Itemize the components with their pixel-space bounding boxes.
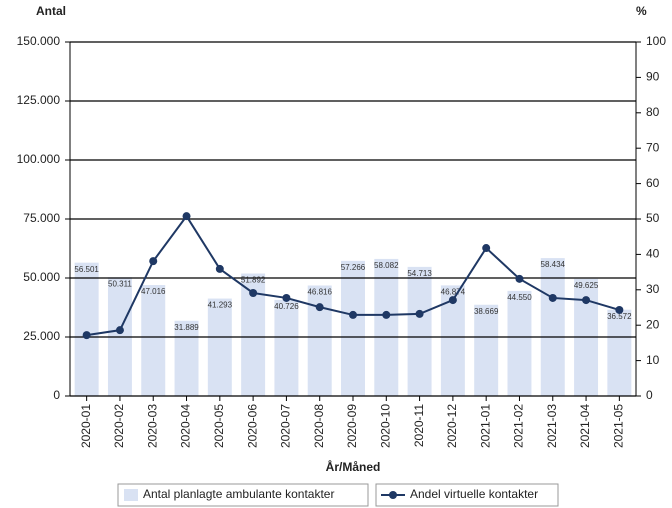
value-label: 46.874 bbox=[441, 287, 466, 296]
y-tick-label: 100.000 bbox=[17, 152, 61, 166]
point bbox=[415, 309, 424, 318]
x-tick-label: 2020-11 bbox=[412, 404, 426, 447]
x-tick-label: 2021-05 bbox=[612, 404, 626, 448]
value-label: 58.082 bbox=[374, 261, 399, 270]
x-tick-label: 2021-04 bbox=[578, 404, 592, 448]
value-label: 31.889 bbox=[174, 323, 199, 332]
x-axis-title: År/Måned bbox=[326, 459, 381, 474]
point bbox=[215, 264, 224, 273]
point bbox=[282, 293, 291, 302]
bar bbox=[607, 309, 632, 396]
x-tick-label: 2021-01 bbox=[478, 404, 492, 448]
y2-tick-label: 0 bbox=[646, 388, 653, 402]
y-axis-title: Antal bbox=[36, 4, 66, 18]
bar bbox=[174, 320, 199, 396]
value-label: 50.311 bbox=[108, 279, 132, 288]
value-label: 40.726 bbox=[274, 302, 299, 311]
value-label: 38.669 bbox=[474, 307, 499, 316]
value-label: 58.434 bbox=[541, 260, 566, 269]
value-label: 44.550 bbox=[507, 293, 532, 302]
point bbox=[482, 244, 491, 253]
y-tick-label: 0 bbox=[53, 388, 60, 402]
legend-swatch bbox=[389, 491, 397, 499]
bar bbox=[407, 266, 432, 396]
point bbox=[615, 305, 624, 314]
value-label: 47.016 bbox=[141, 287, 166, 296]
value-label: 41.293 bbox=[208, 301, 233, 310]
bar bbox=[274, 299, 299, 396]
bar bbox=[374, 258, 399, 396]
y2-tick-label: 20 bbox=[646, 317, 660, 331]
legend-box bbox=[375, 483, 559, 507]
x-tick-label: 2021-03 bbox=[545, 404, 559, 448]
point bbox=[515, 274, 524, 283]
point bbox=[115, 326, 124, 335]
bar bbox=[74, 262, 99, 396]
y-tick-label: 125.000 bbox=[17, 93, 61, 107]
y-tick-label: 50.000 bbox=[23, 270, 60, 284]
y2-tick-label: 50 bbox=[646, 211, 660, 225]
point bbox=[448, 296, 457, 305]
legend-label: Antal planlagte ambulante kontakter bbox=[143, 487, 334, 501]
value-label: 54.713 bbox=[407, 269, 432, 278]
x-tick-label: 2020-03 bbox=[145, 404, 159, 448]
grid bbox=[70, 41, 636, 397]
bar bbox=[141, 285, 166, 396]
x-tick-label: 2020-04 bbox=[179, 404, 193, 448]
y2-tick-label: 30 bbox=[646, 282, 660, 296]
legend-box bbox=[117, 483, 369, 507]
point bbox=[548, 293, 557, 302]
bar bbox=[507, 290, 532, 396]
y-tick-label: 150.000 bbox=[17, 34, 61, 48]
value-label: 51.892 bbox=[241, 276, 266, 285]
y2-tick-label: 70 bbox=[646, 140, 660, 154]
x-tick-label: 2020-01 bbox=[79, 404, 93, 448]
x-tick-label: 2020-02 bbox=[112, 404, 126, 448]
y2-tick-label: 100 bbox=[646, 34, 666, 48]
value-label: 57.266 bbox=[341, 263, 366, 272]
value-label: 46.816 bbox=[307, 288, 332, 297]
y2-tick-label: 60 bbox=[646, 176, 660, 190]
bar bbox=[474, 304, 499, 396]
x-tick-label: 2021-02 bbox=[512, 404, 526, 448]
x-tick-label: 2020-08 bbox=[312, 404, 326, 448]
bar bbox=[540, 258, 565, 396]
point bbox=[182, 212, 191, 221]
value-label: 56.501 bbox=[74, 265, 99, 274]
point bbox=[82, 331, 91, 340]
value-label: 36.572 bbox=[607, 312, 632, 321]
bar bbox=[207, 298, 232, 396]
point bbox=[349, 310, 357, 319]
bar bbox=[440, 285, 465, 396]
legend-item: Antal planlagte ambulante kontakter bbox=[117, 483, 369, 507]
point bbox=[315, 303, 324, 312]
legend-label: Andel virtuelle kontakter bbox=[410, 487, 538, 501]
point bbox=[582, 296, 591, 305]
y2-axis-title: % bbox=[636, 4, 647, 18]
bar bbox=[341, 260, 365, 396]
x-tick-label: 2020-07 bbox=[279, 404, 293, 448]
legend-swatch bbox=[124, 489, 138, 501]
value-label: 49.625 bbox=[574, 281, 599, 290]
bar bbox=[307, 285, 332, 396]
y-tick-label: 25.000 bbox=[23, 329, 60, 343]
y2-tick-label: 90 bbox=[646, 70, 660, 84]
y2-tick-label: 10 bbox=[646, 353, 660, 367]
point bbox=[149, 257, 158, 266]
x-tick-label: 2020-10 bbox=[378, 404, 392, 448]
y2-tick-label: 80 bbox=[646, 105, 660, 119]
x-tick-label: 2020-06 bbox=[245, 404, 259, 448]
x-tick-label: 2020-12 bbox=[445, 404, 459, 448]
point bbox=[249, 288, 258, 297]
y-tick-label: 75.000 bbox=[23, 211, 60, 225]
y2-tick-label: 40 bbox=[646, 247, 660, 261]
point bbox=[382, 310, 391, 319]
x-tick-label: 2020-05 bbox=[212, 404, 226, 448]
legend-item: Andel virtuelle kontakter bbox=[375, 483, 559, 507]
bar bbox=[241, 273, 266, 396]
x-tick-label: 2020-09 bbox=[345, 404, 359, 448]
